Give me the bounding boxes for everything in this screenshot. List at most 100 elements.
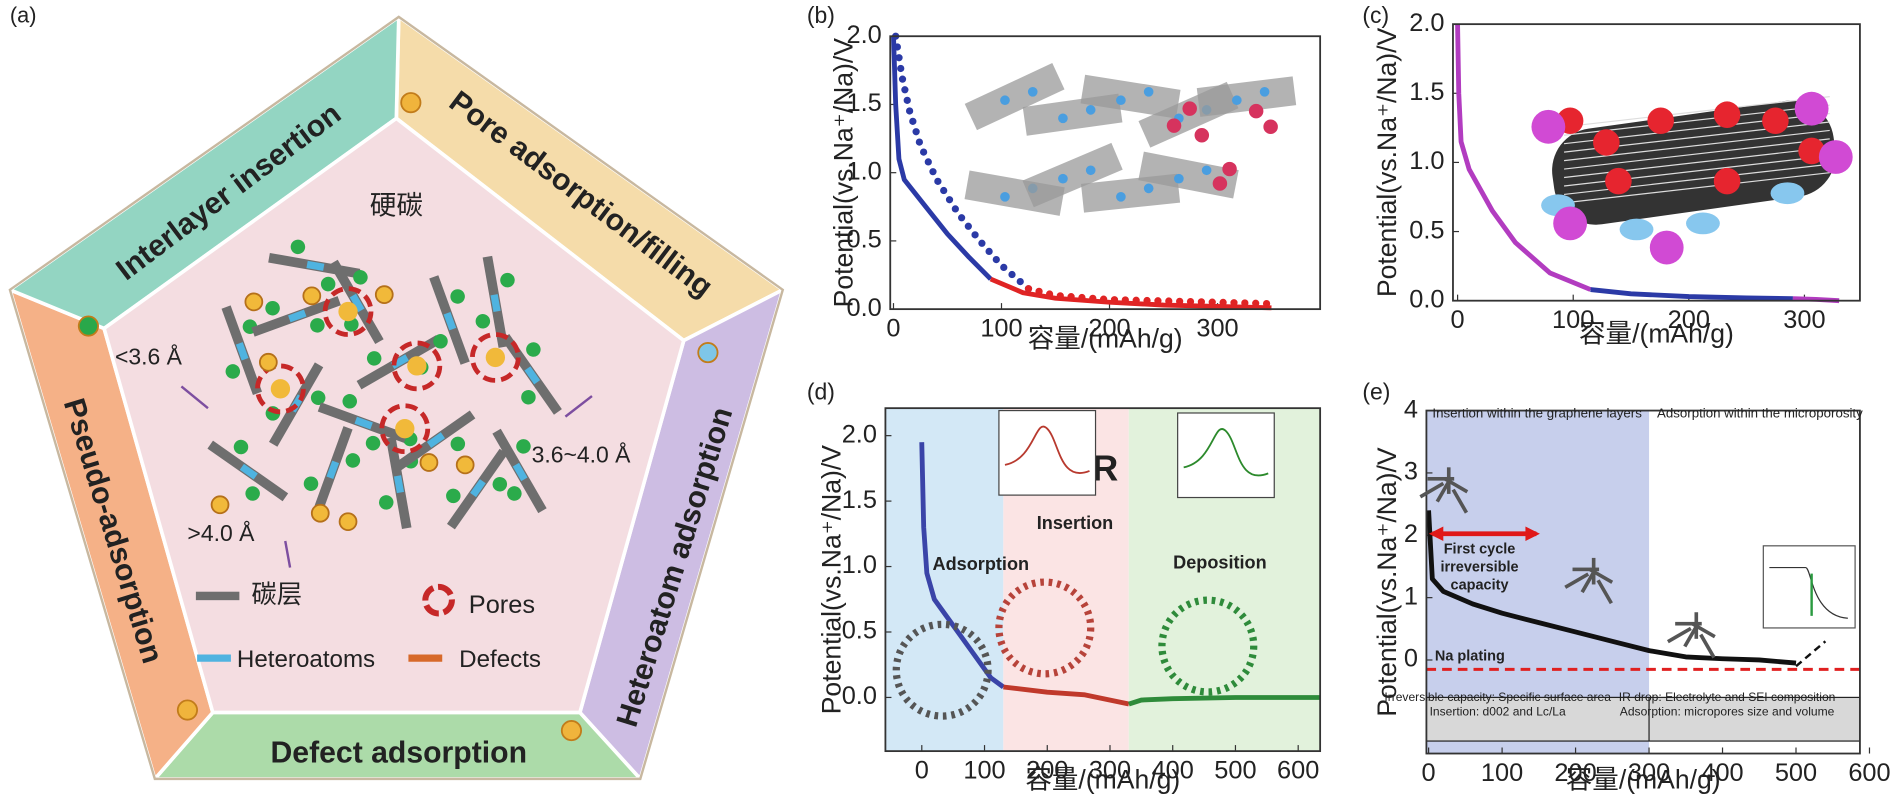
decoration	[393, 475, 405, 494]
decoration	[1231, 95, 1242, 106]
decoration	[443, 311, 457, 331]
decoration	[326, 460, 340, 480]
decoration	[1174, 173, 1184, 184]
annotation: Insertion	[1037, 513, 1113, 533]
decoration	[507, 486, 522, 501]
annotation: Adsorption	[933, 554, 1030, 574]
annotation: Irreversible capacity: Specific surface …	[1384, 690, 1611, 704]
decoration	[526, 342, 541, 357]
decoration	[470, 332, 521, 383]
decoration	[395, 419, 415, 439]
panel-label: (a)	[10, 3, 37, 28]
y-tick-label: 2	[1404, 520, 1418, 548]
y-axis-label: Potential(vs.Na⁺/Na)/V	[1372, 28, 1402, 298]
decoration	[390, 354, 409, 370]
decoration	[475, 255, 515, 348]
x-tick-label: 500	[1775, 759, 1817, 787]
decoration	[1248, 103, 1264, 119]
x-axis-label: 容量/(mAh/g)	[1566, 764, 1721, 794]
annotation: irreversible	[1440, 559, 1518, 575]
decoration	[366, 351, 382, 366]
decoration	[1166, 118, 1182, 133]
decoration	[492, 428, 547, 514]
annotation: Na plating	[1435, 649, 1505, 665]
annotation: First cycle	[1444, 541, 1516, 557]
decoration	[345, 453, 361, 468]
decoration	[1564, 96, 1830, 128]
x-tick-label: 200	[1554, 759, 1596, 787]
annotation: Adsorption: micropores size and volume	[1620, 705, 1835, 719]
x-axis-label: 容量/(mAh/g)	[1579, 319, 1734, 349]
decoration	[245, 486, 260, 501]
data-line	[1455, 24, 1592, 292]
y-tick-label: 2.0	[847, 21, 882, 49]
x-tick-label: 0	[886, 314, 900, 342]
annotation: Insertion within the graphene layers	[1432, 406, 1642, 421]
decoration	[302, 286, 322, 306]
decoration	[1116, 95, 1126, 106]
decoration	[1683, 622, 1700, 648]
decoration	[1022, 142, 1123, 208]
panel-label: (b)	[807, 2, 835, 28]
decoration	[1143, 183, 1154, 194]
decoration	[1080, 173, 1181, 213]
decoration	[197, 654, 231, 662]
decoration	[102, 116, 686, 715]
decoration	[306, 260, 325, 271]
decoration	[426, 432, 445, 448]
x-tick-label: 0	[1451, 306, 1465, 334]
decoration	[1713, 101, 1741, 129]
y-tick-label: 0.5	[1409, 216, 1444, 244]
x-tick-label: 400	[1152, 756, 1194, 784]
decoration	[365, 435, 381, 451]
decoration	[180, 385, 209, 410]
decoration	[407, 356, 427, 376]
decoration	[1699, 633, 1716, 659]
decoration	[492, 476, 508, 492]
plot-frame	[889, 35, 1322, 311]
y-tick-label: 2.0	[842, 420, 877, 448]
data-line	[1003, 684, 1130, 707]
decoration	[446, 448, 508, 530]
y-tick-label: 0.0	[842, 682, 877, 710]
data-line	[989, 276, 1272, 311]
decoration	[1798, 137, 1825, 165]
legend-label: Pores	[469, 591, 535, 619]
decoration	[1675, 621, 1702, 626]
decoration	[1596, 579, 1613, 605]
decoration	[892, 620, 992, 720]
decoration	[1770, 182, 1805, 205]
decoration	[485, 347, 506, 368]
decoration	[288, 309, 307, 323]
x-tick-label: 100	[1552, 306, 1594, 334]
y-tick-label: 1	[1404, 582, 1418, 610]
decoration	[233, 439, 249, 455]
spacing-label: <3.6 Å	[115, 344, 183, 370]
decoration	[1222, 161, 1237, 177]
decoration	[1769, 566, 1848, 619]
decoration	[1000, 95, 1010, 106]
decoration	[697, 342, 719, 364]
y-tick-label: 1.0	[847, 157, 882, 185]
y-tick-label: 1.0	[842, 551, 877, 579]
legend-label: Heteroatoms	[237, 646, 375, 673]
decoration	[446, 488, 461, 504]
decoration	[1425, 696, 1861, 742]
decoration	[516, 439, 531, 454]
x-tick-label: 100	[1481, 759, 1523, 787]
plot-frame	[884, 407, 1322, 753]
decoration	[1058, 113, 1068, 124]
y-tick-label: 3	[1404, 458, 1418, 486]
decoration	[210, 495, 230, 515]
decoration	[310, 503, 330, 523]
decoration	[422, 583, 455, 617]
decoration	[255, 363, 306, 415]
decoration	[303, 476, 319, 491]
y-tick-label: 0.0	[847, 294, 882, 322]
decoration	[1182, 101, 1197, 116]
decoration	[310, 390, 326, 405]
decoration	[560, 720, 583, 742]
decoration	[450, 436, 466, 452]
decoration	[1605, 167, 1632, 195]
